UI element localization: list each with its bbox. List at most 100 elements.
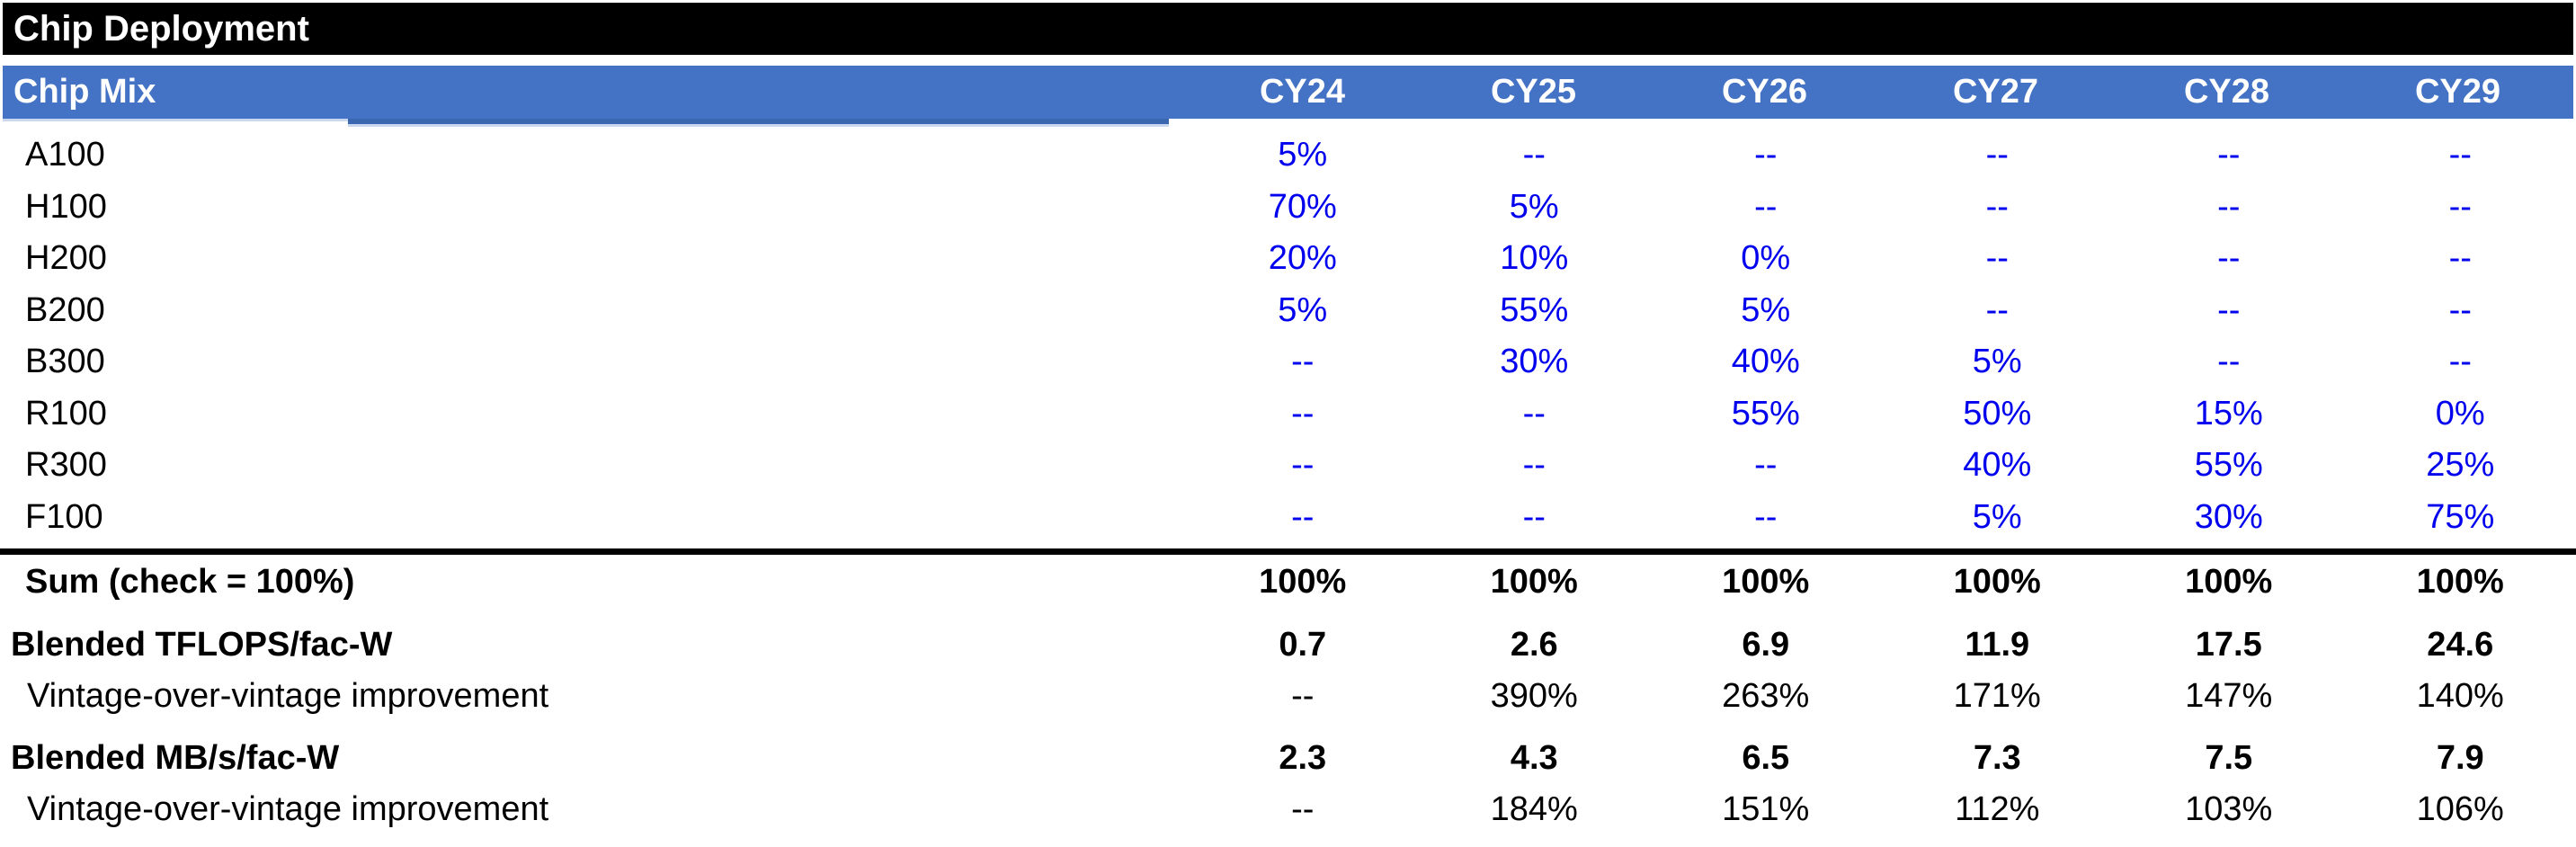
computed-cell: -- (1291, 790, 1315, 828)
input-cell[interactable]: 50% (1963, 394, 2032, 432)
metric-row-blended-tflops: Blended TFLOPS/fac-W 0.7 2.6 6.9 11.9 17… (0, 620, 2576, 671)
input-cell[interactable]: -- (1291, 497, 1315, 536)
input-cell[interactable]: -- (2448, 239, 2472, 278)
table-corner-label: Chip Mix (13, 73, 156, 111)
input-cell[interactable]: -- (1522, 136, 1546, 174)
computed-cell: 4.3 (1510, 739, 1558, 777)
chip-row-h200: H200 20% 10% 0% -- -- -- (0, 233, 2576, 285)
row-label: Vintage-over-vintage improvement (27, 677, 549, 715)
input-cell[interactable]: 30% (2194, 497, 2263, 536)
row-spacer (0, 722, 2576, 733)
sum-row: Sum (check = 100%) 100% 100% 100% 100% 1… (0, 555, 2576, 609)
computed-cell: 7.3 (1973, 739, 2021, 777)
chip-row-f100: F100 -- -- -- 5% 30% 75% (0, 492, 2576, 544)
computed-cell: 184% (1490, 790, 1578, 828)
input-cell[interactable]: 75% (2426, 497, 2495, 536)
input-cell[interactable]: 40% (1731, 343, 1800, 381)
input-cell[interactable]: 25% (2426, 446, 2495, 485)
input-cell[interactable]: -- (1985, 136, 2009, 174)
row-label: F100 (25, 497, 103, 536)
input-cell[interactable]: -- (2448, 290, 2472, 329)
input-cell[interactable]: -- (1522, 497, 1546, 536)
section-title: Chip Deployment (13, 9, 309, 49)
computed-cell: 147% (2185, 677, 2273, 715)
column-header-cy29: CY29 (2414, 73, 2501, 111)
computed-cell: 7.5 (2205, 739, 2253, 777)
input-cell[interactable]: 5% (1972, 497, 2022, 536)
chip-mix-rows: A100 5% -- -- -- -- -- H100 70% 5% -- --… (0, 129, 2576, 543)
input-cell[interactable]: -- (2217, 187, 2241, 226)
double-rule (0, 548, 2576, 555)
input-cell[interactable]: 30% (1500, 343, 1569, 381)
input-cell[interactable]: 5% (1509, 187, 1559, 226)
row-label: R100 (25, 394, 107, 432)
computed-cell: 106% (2416, 790, 2504, 828)
chip-row-b300: B300 -- 30% 40% 5% -- -- (0, 336, 2576, 388)
computed-cell: 100% (1722, 562, 1810, 601)
input-cell[interactable]: -- (1754, 187, 1778, 226)
computed-cell: 140% (2416, 677, 2504, 715)
input-cell[interactable]: -- (2217, 290, 2241, 329)
input-cell[interactable]: 10% (1500, 239, 1569, 278)
chip-row-b200: B200 5% 55% 5% -- -- -- (0, 285, 2576, 337)
computed-cell: 390% (1490, 677, 1578, 715)
input-cell[interactable]: -- (1985, 239, 2009, 278)
column-header-cy25: CY25 (1490, 73, 1577, 111)
column-header-cy28: CY28 (2183, 73, 2270, 111)
input-cell[interactable]: -- (1754, 446, 1778, 485)
input-cell[interactable]: 0% (2435, 394, 2485, 432)
input-cell[interactable]: 5% (1972, 343, 2022, 381)
input-cell[interactable]: -- (1985, 187, 2009, 226)
computed-cell: 151% (1722, 790, 1810, 828)
row-label: Sum (check = 100%) (25, 562, 355, 601)
metric-row-vintage-improvement-tflops: Vintage-over-vintage improvement -- 390%… (0, 671, 2576, 722)
input-cell[interactable]: 5% (1278, 290, 1328, 329)
computed-cell: 171% (1953, 677, 2041, 715)
input-cell[interactable]: 55% (1731, 394, 1800, 432)
computed-cell: 2.6 (1510, 626, 1558, 664)
input-cell[interactable]: 0% (1741, 239, 1791, 278)
header-underline-light (3, 119, 348, 121)
row-label: Blended TFLOPS/fac-W (11, 626, 393, 664)
computed-cell: 112% (1955, 790, 2040, 828)
input-cell[interactable]: -- (2448, 187, 2472, 226)
input-cell[interactable]: -- (1985, 290, 2009, 329)
input-cell[interactable]: 20% (1268, 239, 1337, 278)
section-title-bar: Chip Deployment (3, 3, 2573, 55)
input-cell[interactable]: 5% (1741, 290, 1791, 329)
input-cell[interactable]: 5% (1278, 136, 1328, 174)
input-cell[interactable]: -- (2217, 343, 2241, 381)
input-cell[interactable]: -- (1522, 446, 1546, 485)
row-spacer (0, 609, 2576, 620)
computed-cell: 6.5 (1742, 739, 1790, 777)
computed-cell: 11.9 (1965, 626, 2030, 664)
row-label: Vintage-over-vintage improvement (27, 790, 549, 828)
input-cell[interactable]: -- (1291, 446, 1315, 485)
input-cell[interactable]: 55% (1500, 290, 1569, 329)
input-cell[interactable]: 70% (1268, 187, 1337, 226)
input-cell[interactable]: -- (1754, 497, 1778, 536)
column-header-cy26: CY26 (1721, 73, 1808, 111)
input-cell[interactable]: 40% (1963, 446, 2032, 485)
input-cell[interactable]: -- (1754, 136, 1778, 174)
computed-cell: 24.6 (2427, 626, 2494, 664)
row-label: R300 (25, 446, 107, 485)
input-cell[interactable]: -- (2217, 136, 2241, 174)
computed-cell: 103% (2185, 790, 2273, 828)
input-cell[interactable]: 15% (2194, 394, 2263, 432)
chip-row-r100: R100 -- -- 55% 50% 15% 0% (0, 388, 2576, 441)
metric-row-vintage-improvement-mbs: Vintage-over-vintage improvement -- 184%… (0, 784, 2576, 835)
row-label: Blended MB/s/fac-W (11, 739, 340, 777)
row-label: B200 (25, 290, 105, 329)
input-cell[interactable]: -- (2217, 239, 2241, 278)
row-label: H100 (25, 187, 107, 226)
input-cell[interactable]: -- (2448, 343, 2472, 381)
input-cell[interactable]: -- (1291, 394, 1315, 432)
input-cell[interactable]: -- (1291, 343, 1315, 381)
chip-row-a100: A100 5% -- -- -- -- -- (0, 129, 2576, 182)
header-underline-artifact (3, 119, 2573, 127)
input-cell[interactable]: -- (1522, 394, 1546, 432)
computed-cell: 2.3 (1279, 739, 1327, 777)
input-cell[interactable]: -- (2448, 136, 2472, 174)
input-cell[interactable]: 55% (2194, 446, 2263, 485)
